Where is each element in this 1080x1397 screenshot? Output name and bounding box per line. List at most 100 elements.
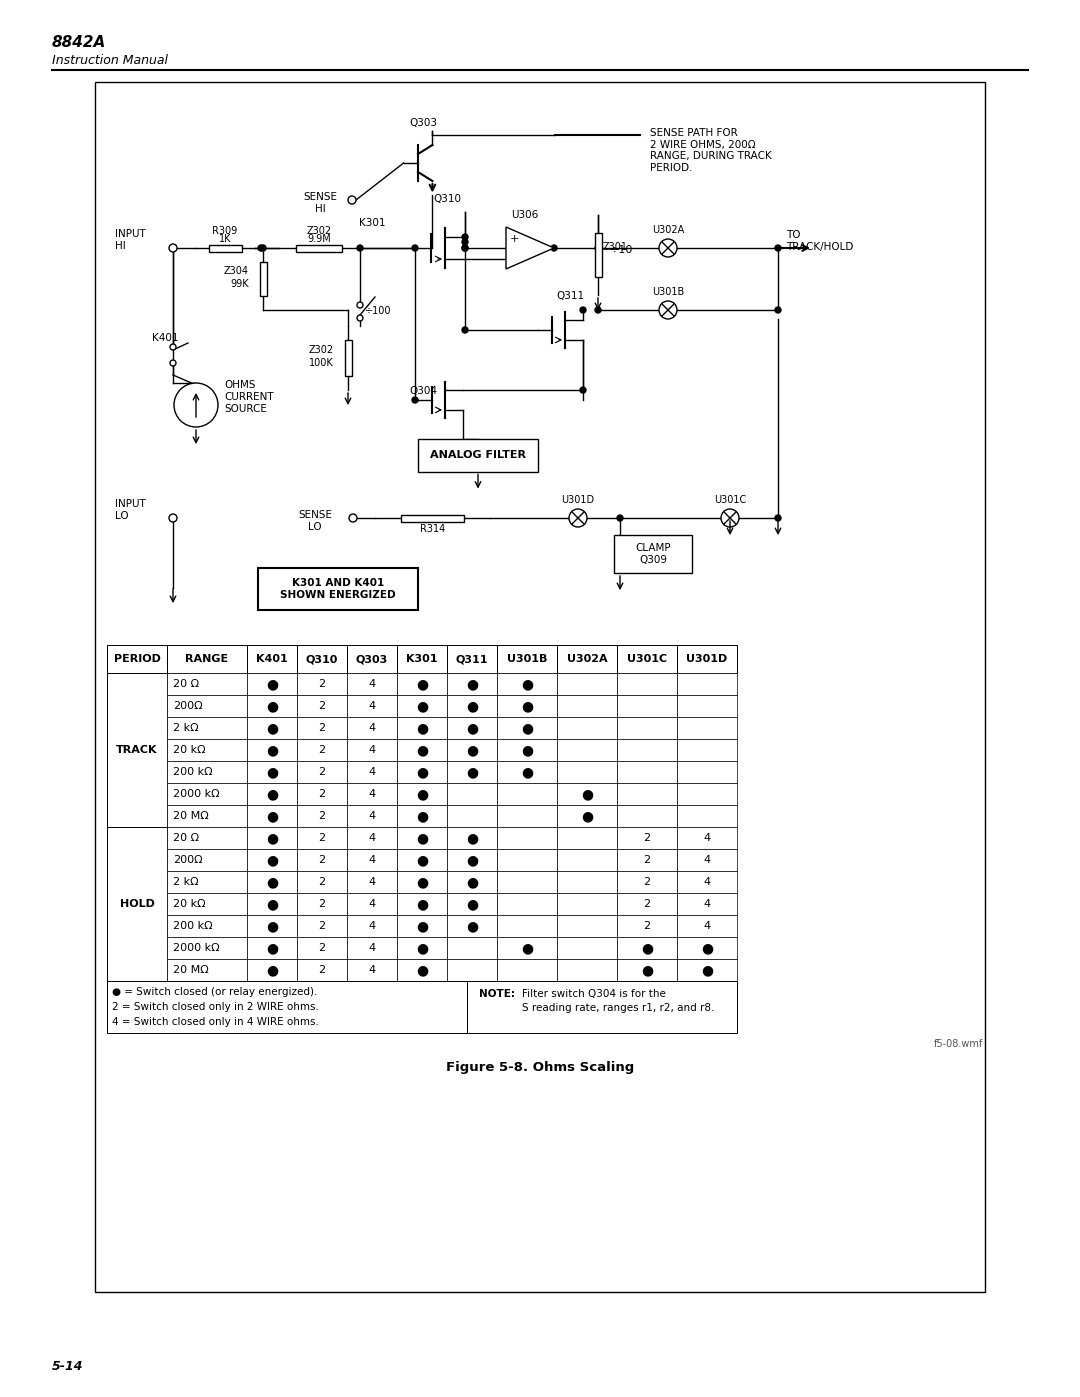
Circle shape	[357, 244, 363, 251]
Text: R309: R309	[213, 226, 238, 236]
Text: SENSE PATH FOR
2 WIRE OHMS, 200Ω
RANGE, DURING TRACK
PERIOD.: SENSE PATH FOR 2 WIRE OHMS, 200Ω RANGE, …	[650, 129, 772, 173]
Text: 2: 2	[319, 921, 325, 930]
Text: ●: ●	[266, 919, 278, 933]
Text: ●: ●	[266, 875, 278, 888]
Text: ●: ●	[521, 698, 534, 712]
Text: INPUT
HI: INPUT HI	[114, 229, 146, 251]
Bar	[347, 827, 397, 849]
Text: +: +	[510, 233, 519, 243]
Bar	[497, 645, 557, 673]
Bar	[497, 870, 557, 893]
Text: 4: 4	[368, 900, 376, 909]
Text: U301C: U301C	[714, 495, 746, 504]
Text: 4: 4	[368, 877, 376, 887]
Text: INPUT
LO: INPUT LO	[114, 499, 146, 521]
Text: 2: 2	[644, 877, 650, 887]
Bar	[497, 694, 557, 717]
Text: 2: 2	[319, 679, 325, 689]
Text: 200 kΩ: 200 kΩ	[173, 767, 213, 777]
Text: ●: ●	[416, 809, 428, 823]
Bar	[617, 937, 677, 958]
Text: K301 AND K401
SHOWN ENERGIZED: K301 AND K401 SHOWN ENERGIZED	[280, 578, 395, 599]
Text: ●: ●	[416, 854, 428, 868]
Text: 2: 2	[319, 724, 325, 733]
Text: ●: ●	[465, 897, 478, 911]
Bar	[95, 82, 985, 1292]
Text: 2: 2	[644, 833, 650, 842]
Text: 1K: 1K	[219, 235, 231, 244]
Text: ●: ●	[416, 787, 428, 800]
Bar	[617, 893, 677, 915]
Text: ●: ●	[465, 698, 478, 712]
Text: ●: ●	[266, 678, 278, 692]
Text: Filter switch Q304 is for the: Filter switch Q304 is for the	[522, 989, 666, 999]
Text: ●: ●	[416, 942, 428, 956]
Bar	[247, 673, 297, 694]
Circle shape	[569, 509, 588, 527]
Text: 8842A: 8842A	[52, 35, 106, 50]
Bar	[677, 827, 737, 849]
Bar	[447, 782, 497, 805]
Text: 2 kΩ: 2 kΩ	[173, 877, 199, 887]
Text: 9.9M: 9.9M	[307, 235, 330, 244]
Text: 20 MΩ: 20 MΩ	[173, 965, 208, 975]
Text: 99K: 99K	[230, 279, 249, 289]
Bar	[447, 849, 497, 870]
Bar	[247, 717, 297, 739]
Text: SENSE
LO: SENSE LO	[298, 510, 332, 532]
Bar	[447, 827, 497, 849]
Circle shape	[411, 244, 418, 251]
Bar	[167, 937, 247, 958]
Circle shape	[775, 307, 781, 313]
Bar	[297, 694, 347, 717]
Text: U302A: U302A	[652, 225, 684, 235]
Text: 2: 2	[319, 965, 325, 975]
Text: SENSE
HI: SENSE HI	[303, 191, 337, 214]
Text: Q303: Q303	[356, 654, 388, 664]
Circle shape	[170, 344, 176, 351]
Bar	[497, 782, 557, 805]
Bar	[247, 870, 297, 893]
Bar	[397, 849, 447, 870]
Text: U301B: U301B	[652, 286, 684, 298]
Text: 4: 4	[368, 965, 376, 975]
Bar	[347, 694, 397, 717]
Text: 200Ω: 200Ω	[173, 855, 203, 865]
Bar	[167, 739, 247, 761]
Circle shape	[170, 244, 176, 251]
Circle shape	[580, 307, 586, 313]
Circle shape	[462, 244, 468, 251]
Bar	[247, 937, 297, 958]
Bar	[617, 739, 677, 761]
Bar	[167, 717, 247, 739]
Text: Z304: Z304	[224, 265, 249, 277]
Text: 4: 4	[703, 833, 711, 842]
Text: 2: 2	[319, 789, 325, 799]
Bar	[447, 717, 497, 739]
Text: U306: U306	[511, 210, 539, 219]
Bar	[677, 958, 737, 981]
Bar	[677, 805, 737, 827]
Text: ●: ●	[521, 942, 534, 956]
Bar	[167, 893, 247, 915]
Text: 4: 4	[368, 789, 376, 799]
Text: ●: ●	[266, 831, 278, 845]
Bar	[617, 782, 677, 805]
Circle shape	[775, 244, 781, 251]
Text: ●: ●	[416, 743, 428, 757]
Text: 20 Ω: 20 Ω	[173, 833, 199, 842]
Bar	[677, 782, 737, 805]
Text: R314: R314	[420, 524, 445, 534]
Bar	[259, 263, 267, 296]
Bar	[677, 645, 737, 673]
Circle shape	[462, 235, 468, 240]
Bar	[347, 782, 397, 805]
Bar	[247, 827, 297, 849]
Bar	[557, 937, 617, 958]
Text: K401: K401	[152, 332, 178, 344]
Text: 2: 2	[319, 833, 325, 842]
Bar	[247, 893, 297, 915]
Bar	[297, 645, 347, 673]
Text: U302A: U302A	[567, 654, 607, 664]
Text: ●: ●	[266, 897, 278, 911]
